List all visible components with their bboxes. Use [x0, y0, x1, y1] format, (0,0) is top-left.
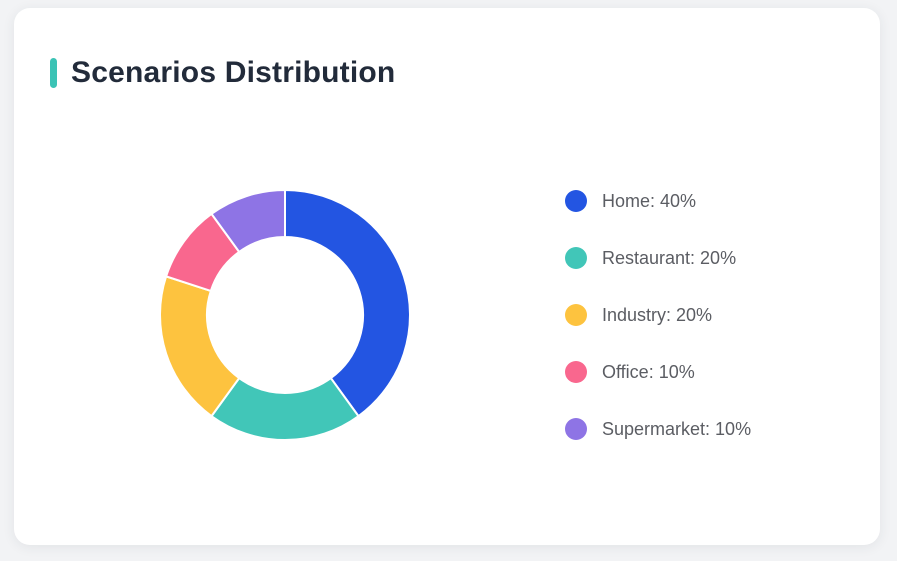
legend-swatch-restaurant-icon: [565, 247, 587, 269]
card-header: Scenarios Distribution: [14, 8, 880, 90]
legend-item-restaurant[interactable]: Restaurant: 20%: [565, 246, 751, 270]
donut-chart-svg: [159, 189, 411, 441]
legend-item-industry[interactable]: Industry: 20%: [565, 303, 751, 327]
donut-slice-home[interactable]: [284, 189, 411, 418]
legend-label-home: Home: 40%: [602, 190, 697, 211]
donut-slice-supermarket[interactable]: [210, 189, 286, 253]
legend-item-home[interactable]: Home: 40%: [565, 189, 751, 213]
legend-swatch-office-icon: [565, 361, 587, 383]
title-accent-bar: [50, 58, 57, 88]
donut-chart: [158, 188, 412, 442]
legend-label-office: Office: 10%: [602, 361, 695, 382]
legend-label-restaurant: Restaurant: 20%: [602, 247, 737, 268]
legend-swatch-supermarket-icon: [565, 418, 587, 440]
legend-label-supermarket: Supermarket: 10%: [602, 418, 752, 439]
legend-item-supermarket[interactable]: Supermarket: 10%: [565, 417, 751, 441]
donut-slice-industry[interactable]: [159, 275, 241, 418]
legend-swatch-home-icon: [565, 190, 587, 212]
legend-label-industry: Industry: 20%: [602, 304, 713, 325]
scenarios-distribution-card: Scenarios Distribution Home: 40% Restaur…: [14, 8, 880, 545]
page-title: Scenarios Distribution: [71, 56, 396, 89]
chart-area: Home: 40% Restaurant: 20% Industry: 20% …: [14, 188, 880, 442]
legend-item-office[interactable]: Office: 10%: [565, 360, 751, 384]
chart-legend: Home: 40% Restaurant: 20% Industry: 20% …: [565, 189, 751, 441]
legend-swatch-industry-icon: [565, 304, 587, 326]
